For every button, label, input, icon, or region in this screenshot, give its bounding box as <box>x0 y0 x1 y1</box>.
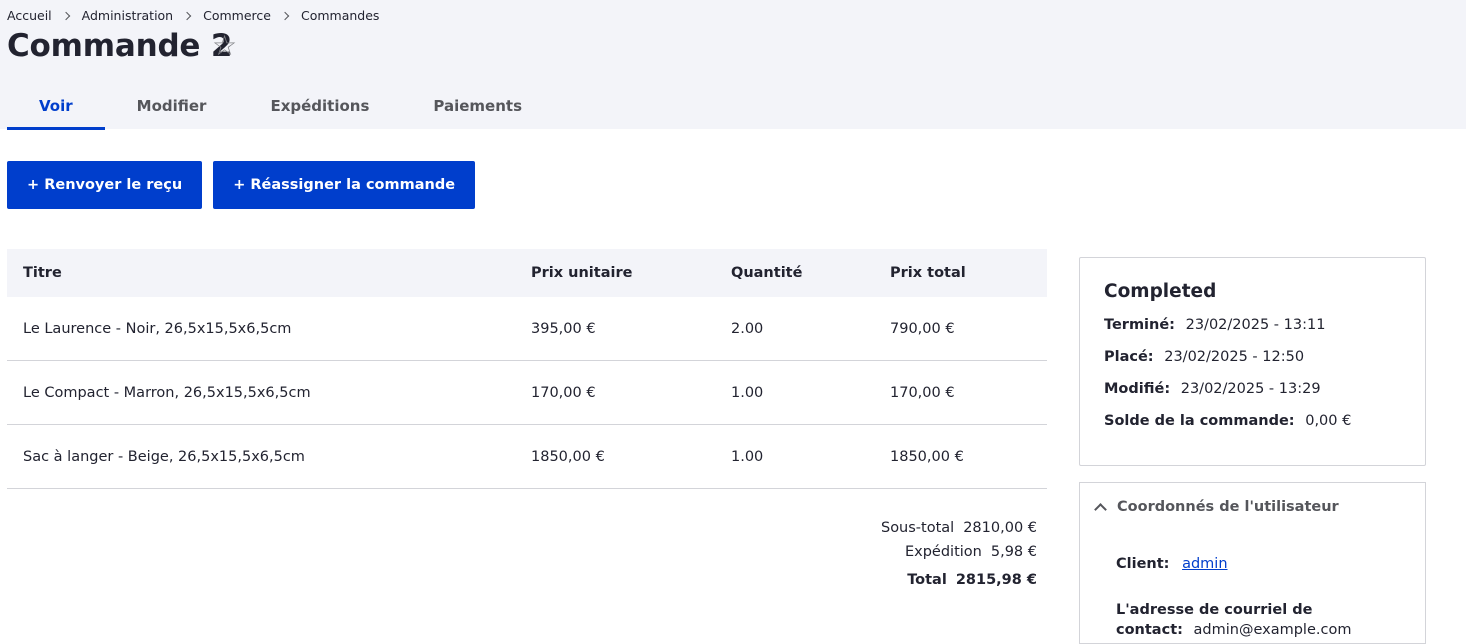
page-title: Commande 2 <box>7 28 233 64</box>
item-unit-price: 170,00 € <box>515 360 715 425</box>
placed-row: Placé: 23/02/2025 - 12:50 <box>1104 349 1304 365</box>
table-row: Le Laurence - Noir, 26,5x15,5x6,5cm 395,… <box>7 297 1047 361</box>
balance-row: Solde de la commande: 0,00 € <box>1104 413 1351 429</box>
item-title: Le Compact - Marron, 26,5x15,5x6,5cm <box>7 360 515 425</box>
customer-info-title: Coordonnés de l'utilisateur <box>1117 499 1339 515</box>
breadcrumb-home[interactable]: Accueil <box>7 8 52 23</box>
table-row: Sac à langer - Beige, 26,5x15,5x6,5cm 18… <box>7 424 1047 489</box>
breadcrumb-orders[interactable]: Commandes <box>300 8 380 23</box>
customer-label: Client: <box>1116 556 1170 572</box>
completed-row: Terminé: 23/02/2025 - 13:11 <box>1104 317 1325 333</box>
tab-view[interactable]: Voir <box>7 86 105 130</box>
item-total-price: 790,00 € <box>874 297 1047 361</box>
total-label: Total <box>907 572 947 588</box>
item-quantity: 1.00 <box>715 360 874 425</box>
changed-value: 23/02/2025 - 13:29 <box>1180 381 1321 397</box>
changed-row: Modifié: 23/02/2025 - 13:29 <box>1104 381 1321 397</box>
order-items-table: Titre Prix unitaire Quantité Prix total … <box>7 249 1047 489</box>
breadcrumb-commerce[interactable]: Commerce <box>203 8 271 23</box>
breadcrumb: Accueil Administration Commerce Commande… <box>7 8 379 23</box>
column-header-unit-price: Prix unitaire <box>531 265 633 281</box>
shipping-label: Expédition <box>904 544 982 560</box>
item-unit-price: 395,00 € <box>515 297 715 361</box>
tab-payments[interactable]: Paiements <box>433 97 522 115</box>
breadcrumb-administration[interactable]: Administration <box>81 8 174 23</box>
column-header-title: Titre <box>23 265 62 281</box>
subtotal-label: Sous-total <box>880 520 955 536</box>
total-line: Total 2815,98 € <box>840 568 1037 592</box>
chevron-right-icon <box>280 11 290 20</box>
contact-email-value: admin@example.com <box>1193 622 1352 638</box>
completed-value: 23/02/2025 - 13:11 <box>1185 317 1326 333</box>
resend-receipt-button[interactable]: + Renvoyer le reçu <box>7 161 203 209</box>
customer-info-panel: Coordonnés de l'utilisateur Client: admi… <box>1079 482 1426 644</box>
subtotal-value: 2810,00 € <box>963 520 1037 536</box>
item-total-price: 1850,00 € <box>874 424 1047 489</box>
order-totals: Sous-total 2810,00 € Expédition 5,98 € T… <box>840 516 1037 592</box>
placed-value: 23/02/2025 - 12:50 <box>1164 349 1305 365</box>
placed-label: Placé: <box>1104 349 1154 365</box>
item-unit-price: 1850,00 € <box>515 424 715 489</box>
action-buttons: + Renvoyer le reçu + Réassigner la comma… <box>7 161 476 209</box>
total-value: 2815,98 € <box>955 572 1037 588</box>
customer-info-toggle[interactable]: Coordonnés de l'utilisateur <box>1092 499 1339 516</box>
table-header-row: Titre Prix unitaire Quantité Prix total <box>7 249 1047 297</box>
chevron-up-icon <box>1094 502 1107 516</box>
tab-shipments[interactable]: Expéditions <box>270 97 370 115</box>
tabs: Voir Modifier Expéditions Paiements <box>7 86 554 130</box>
star-icon[interactable]: ☆ <box>212 29 238 62</box>
item-quantity: 2.00 <box>715 297 874 361</box>
chevron-right-icon <box>182 11 192 20</box>
changed-label: Modifié: <box>1104 381 1171 397</box>
table-row: Le Compact - Marron, 26,5x15,5x6,5cm 170… <box>7 360 1047 425</box>
shipping-value: 5,98 € <box>990 544 1037 560</box>
balance-label: Solde de la commande: <box>1104 413 1295 429</box>
page-header: Accueil Administration Commerce Commande… <box>0 0 1466 130</box>
shipping-line: Expédition 5,98 € <box>840 540 1037 564</box>
contact-email-row: L'adresse de courriel de contact: admin@… <box>1116 600 1386 640</box>
column-header-quantity: Quantité <box>731 265 803 281</box>
subtotal-line: Sous-total 2810,00 € <box>840 516 1037 540</box>
balance-value: 0,00 € <box>1305 413 1352 429</box>
order-state: Completed <box>1104 281 1217 302</box>
item-quantity: 1.00 <box>715 424 874 489</box>
tab-edit[interactable]: Modifier <box>136 97 207 115</box>
item-total-price: 170,00 € <box>874 360 1047 425</box>
completed-label: Terminé: <box>1104 317 1175 333</box>
chevron-right-icon <box>61 11 70 20</box>
item-title: Sac à langer - Beige, 26,5x15,5x6,5cm <box>7 424 515 489</box>
reassign-order-button[interactable]: + Réassigner la commande <box>213 161 476 209</box>
order-status-card: Completed Terminé: 23/02/2025 - 13:11 Pl… <box>1079 257 1426 466</box>
column-header-total-price: Prix total <box>890 265 966 281</box>
customer-row: Client: admin <box>1116 556 1228 572</box>
item-title: Le Laurence - Noir, 26,5x15,5x6,5cm <box>7 297 515 361</box>
customer-link[interactable]: admin <box>1182 556 1228 572</box>
